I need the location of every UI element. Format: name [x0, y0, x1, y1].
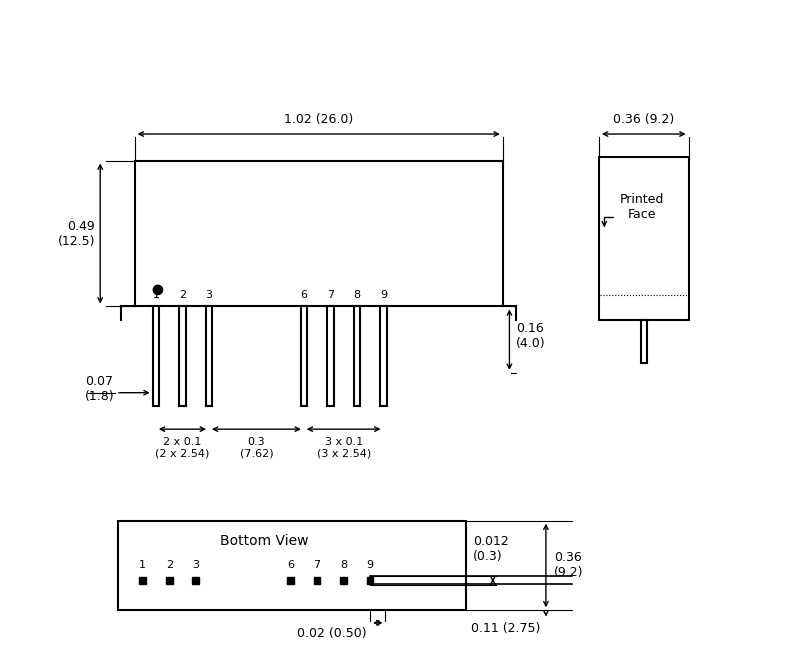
Text: Printed
Face: Printed Face: [620, 193, 664, 221]
Text: 8: 8: [340, 559, 347, 570]
Text: 3: 3: [206, 290, 213, 300]
Text: 0.11 (2.75): 0.11 (2.75): [471, 621, 541, 635]
Bar: [641, 320, 647, 363]
Text: 0.012
(0.3): 0.012 (0.3): [473, 535, 509, 563]
Bar: [206, 306, 212, 406]
Bar: [314, 577, 321, 583]
Text: 0.49
(12.5): 0.49 (12.5): [58, 220, 95, 248]
Text: Bottom View: Bottom View: [220, 534, 309, 548]
Bar: [599, 157, 689, 320]
Bar: [287, 577, 294, 583]
Bar: [139, 577, 146, 583]
Bar: [340, 577, 347, 583]
Text: 3 x 0.1
(3 x 2.54): 3 x 0.1 (3 x 2.54): [317, 437, 370, 459]
Text: 2: 2: [166, 559, 173, 570]
Text: 3: 3: [192, 559, 199, 570]
Bar: [327, 306, 334, 406]
Text: 1: 1: [139, 559, 146, 570]
Bar: [301, 306, 307, 406]
Text: 0.02 (0.50): 0.02 (0.50): [298, 627, 367, 640]
Bar: [179, 306, 186, 406]
Bar: [153, 306, 159, 406]
Text: 2: 2: [179, 290, 186, 300]
Text: 9: 9: [380, 290, 387, 300]
Text: 9: 9: [366, 559, 374, 570]
Bar: [118, 521, 466, 610]
Bar: [367, 577, 374, 583]
Text: 7: 7: [326, 290, 334, 300]
Text: 7: 7: [314, 559, 321, 570]
Text: 2 x 0.1
(2 x 2.54): 2 x 0.1 (2 x 2.54): [155, 437, 210, 459]
Text: 0.36 (9.2): 0.36 (9.2): [613, 113, 674, 126]
Bar: [380, 306, 386, 406]
Bar: [193, 577, 199, 583]
Text: 6: 6: [287, 559, 294, 570]
Bar: [166, 577, 173, 583]
Bar: [134, 161, 502, 306]
Text: 0.36
(9.2): 0.36 (9.2): [554, 551, 583, 579]
Text: 6: 6: [300, 290, 307, 300]
Text: 1: 1: [153, 290, 159, 300]
Circle shape: [154, 285, 162, 294]
Bar: [354, 306, 360, 406]
Text: 0.07
(1.8): 0.07 (1.8): [85, 376, 114, 404]
Text: 0.16
(4.0): 0.16 (4.0): [516, 322, 546, 350]
Text: 8: 8: [354, 290, 361, 300]
Text: 0.3
(7.62): 0.3 (7.62): [239, 437, 274, 459]
Text: 1.02 (26.0): 1.02 (26.0): [284, 113, 354, 126]
